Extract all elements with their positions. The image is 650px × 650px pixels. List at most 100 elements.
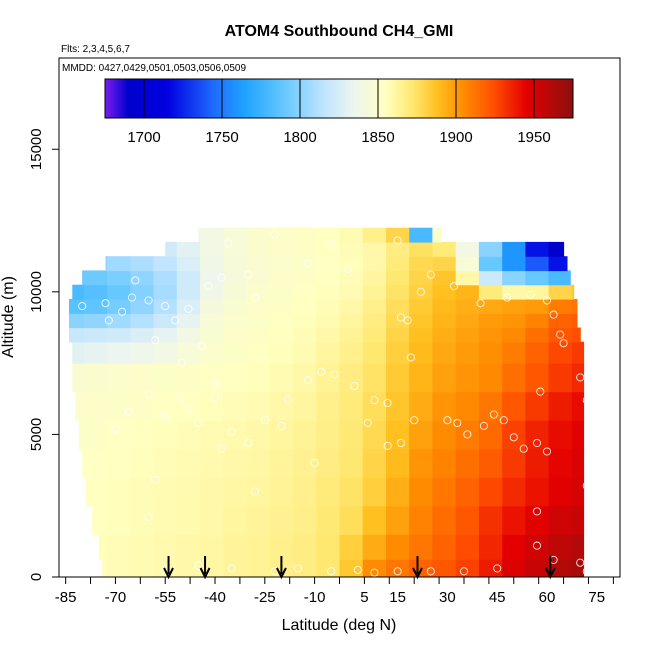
heatmap-cell (269, 505, 294, 535)
observation-point (303, 259, 313, 268)
heatmap-cell (432, 327, 457, 343)
heatmap-cell (339, 284, 364, 300)
heatmap-cell (130, 327, 155, 343)
heatmap-cell (339, 420, 364, 450)
observation-point (343, 264, 352, 274)
heatmap-cell (316, 313, 341, 329)
heatmap-cell (200, 420, 224, 450)
observation-point (277, 421, 286, 430)
heatmap-cell (525, 241, 550, 257)
heatmap-cell (386, 241, 410, 257)
chart-title: ATOM4 Southbound CH4_GMI (225, 23, 454, 40)
heatmap-cell (269, 420, 294, 450)
heatmap-cell (432, 227, 442, 243)
heatmap-cell (386, 313, 410, 329)
heatmap-cell (130, 391, 155, 421)
heatmap-cell (107, 363, 131, 393)
heatmap-cell (269, 327, 294, 343)
heatmap-cell (362, 270, 387, 286)
heatmap-cell (339, 391, 364, 421)
heatmap-cell (153, 284, 178, 300)
heatmap-cell (409, 420, 433, 450)
heatmap-cell (69, 313, 85, 329)
heatmap-cell (153, 391, 178, 421)
heatmap-cell (548, 327, 573, 343)
heatmap-cell (200, 448, 224, 478)
heatmap-cell (571, 299, 578, 314)
heatmap-cell (223, 391, 248, 421)
observation-point (586, 461, 595, 470)
x-axis: -85 -70 -55 -40 -25 -10 5 15 30 45 60 75 (55, 577, 614, 606)
heatmap-cell (72, 284, 85, 300)
observation-point (403, 316, 412, 325)
heatmap-cell (107, 299, 131, 314)
heatmap-cell (200, 505, 224, 535)
heatmap-cell (176, 270, 201, 286)
heatmap-cell (409, 284, 433, 300)
heatmap-cell (246, 241, 271, 257)
heatmap-cell (269, 270, 294, 286)
heatmap-cell (548, 341, 573, 364)
heatmap-cell (548, 391, 573, 421)
heatmap-cell (83, 284, 108, 300)
heatmap-cell (153, 256, 178, 272)
heatmap-cell (525, 284, 550, 300)
heatmap-cell (455, 363, 480, 393)
heatmap-cell (455, 284, 480, 300)
heatmap-cell (98, 534, 108, 560)
heatmap-cell (293, 241, 317, 257)
heatmap-cell (200, 477, 224, 507)
heatmap-cell (548, 313, 573, 329)
heatmap-cell (246, 363, 271, 393)
observation-point (317, 367, 326, 376)
observation-point (476, 299, 485, 308)
heatmap-cell (130, 505, 155, 535)
heatmap-cell (339, 270, 364, 286)
heatmap-cell (386, 284, 410, 300)
heatmap-cell (525, 391, 550, 421)
heatmap-cell (362, 284, 387, 300)
heatmap-cell (130, 448, 155, 478)
heatmap-cell (176, 534, 201, 560)
heatmap-cell (525, 534, 550, 560)
heatmap-cell (153, 327, 178, 343)
observation-point (353, 565, 362, 574)
heatmap-cell (455, 256, 480, 272)
x-tick-label: 5 (360, 589, 368, 606)
heatmap-cell (316, 327, 341, 343)
observation-point (111, 424, 120, 433)
observation-point (217, 444, 226, 453)
heatmap-cell (362, 227, 387, 243)
colorbar-tick-label: 1900 (439, 129, 472, 146)
observation-point (177, 359, 186, 368)
heatmap-cell (107, 505, 131, 535)
observation-point (542, 447, 552, 456)
y-axis: 0 5000 10000 15000 (28, 128, 59, 581)
heatmap-cell (176, 363, 201, 393)
heatmap-cell (223, 313, 248, 329)
observation-point (509, 433, 518, 442)
heatmap-cell (293, 448, 317, 478)
heatmap-cell (246, 284, 271, 300)
observation-point (443, 416, 452, 425)
y-tick-label: 0 (28, 573, 45, 581)
heatmap-cell (409, 534, 433, 560)
observation-point (210, 379, 220, 388)
heatmap-cell (548, 363, 573, 393)
heatmap-cell (362, 477, 387, 507)
heatmap-cell (362, 559, 387, 577)
heatmap-cell (107, 477, 131, 507)
observation-point (542, 296, 552, 305)
heatmap-cell (223, 477, 248, 507)
observation-point (410, 416, 419, 425)
observation-point (559, 339, 568, 348)
heatmap-cell (316, 341, 341, 364)
heatmap-cell (83, 341, 108, 364)
heatmap-cell (339, 227, 364, 243)
observation-point (449, 282, 459, 291)
y-tick-label: 5000 (28, 418, 45, 451)
observation-point (244, 270, 253, 279)
heatmap-cell (269, 341, 294, 364)
observation-point (459, 567, 469, 576)
heatmap-cell (316, 256, 341, 272)
